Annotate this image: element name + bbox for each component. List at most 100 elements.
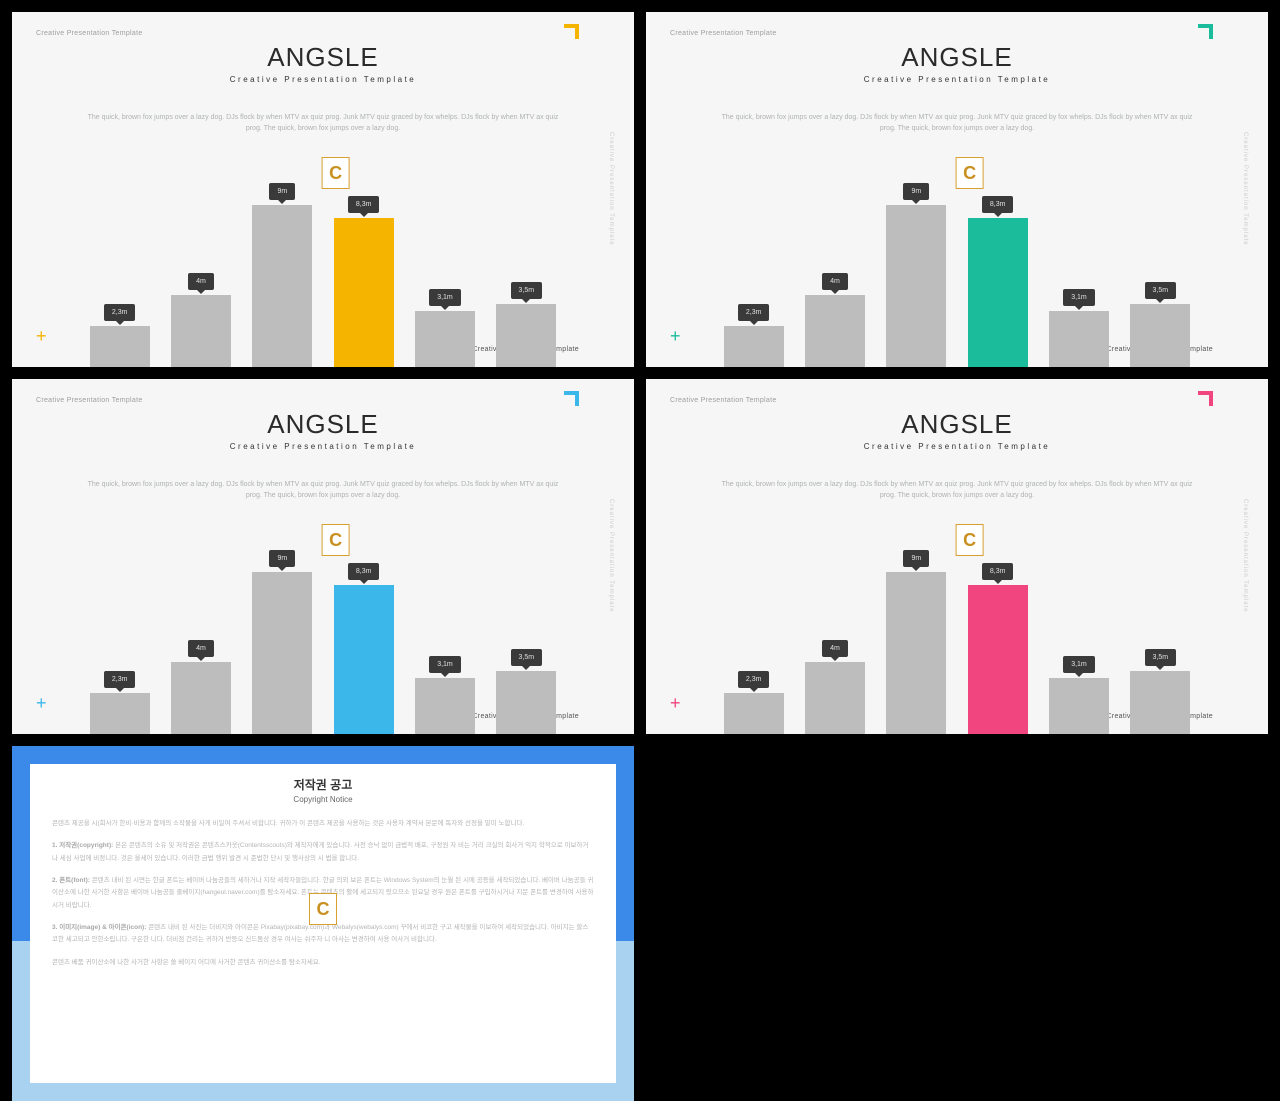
copyright-p4: 콘텐츠 베품 귀이산소에 나한 사거한 사항은 쓸 베이지 어디에 사거한 콘텐…: [52, 957, 594, 969]
side-label: Creative Presentation Template: [608, 132, 614, 246]
bar-wrap: 9m: [886, 534, 946, 734]
chart-slide-3: Creative Presentation Template ANGSLE Crea…: [646, 379, 1268, 734]
slide-description: The quick, brown fox jumps over a lazy d…: [82, 112, 564, 134]
bar: [724, 326, 784, 367]
watermark-icon: C: [956, 524, 984, 556]
bar-label: 8,3m: [348, 563, 380, 580]
watermark-icon: C: [322, 157, 350, 189]
brand-label: Creative Presentation Template: [36, 397, 143, 404]
plus-icon: +: [670, 326, 681, 347]
bar-wrap: 4m: [805, 167, 865, 367]
cp-p1-text: 본은 콘텐츠의 소유 및 저작권은 콘텐츠스카웃(Contentsscouts)…: [52, 842, 588, 861]
bar-label: 3,1m: [429, 289, 461, 306]
empty-cell: [646, 746, 1268, 1101]
bar-wrap: 8,3m: [334, 534, 394, 734]
slide-subtitle: Creative Presentation Template: [12, 75, 634, 84]
slide-grid: Creative Presentation Template ANGSLE Crea…: [0, 0, 1280, 1089]
bar-chart: 2,3m 4m 9m 8,3m 3,1m 3,5m: [82, 167, 564, 367]
bar-wrap: 3,1m: [415, 534, 475, 734]
bar-wrap: 3,1m: [1049, 167, 1109, 367]
bar-wrap: 3,5m: [1130, 167, 1190, 367]
bar-chart: 2,3m 4m 9m 8,3m 3,1m 3,5m: [716, 167, 1198, 367]
bar: [805, 662, 865, 734]
bar: [496, 304, 556, 367]
bar: [968, 218, 1028, 367]
bar-wrap: 4m: [171, 167, 231, 367]
bar-label: 2,3m: [738, 304, 770, 321]
bar-label: 8,3m: [982, 196, 1014, 213]
bar: [1049, 311, 1109, 367]
slide-title: ANGSLE: [646, 409, 1268, 440]
bar: [171, 662, 231, 734]
bar: [171, 295, 231, 367]
plus-icon: +: [36, 326, 47, 347]
bar-wrap: 2,3m: [90, 534, 150, 734]
bar-label: 9m: [269, 183, 295, 200]
side-label: Creative Presentation Template: [1242, 499, 1248, 613]
bar-wrap: 4m: [805, 534, 865, 734]
bar-label: 3,5m: [511, 282, 543, 299]
slide-subtitle: Creative Presentation Template: [646, 442, 1268, 451]
slide-title: ANGSLE: [12, 42, 634, 73]
slide-description: The quick, brown fox jumps over a lazy d…: [82, 479, 564, 501]
bar-label: 4m: [822, 273, 848, 290]
bar-label: 3,5m: [511, 649, 543, 666]
bar: [252, 205, 312, 367]
brand-label: Creative Presentation Template: [670, 30, 777, 37]
chart-slide-0: Creative Presentation Template ANGSLE Crea…: [12, 12, 634, 367]
bar-label: 3,1m: [1063, 289, 1095, 306]
bar: [1130, 304, 1190, 367]
bar-wrap: 8,3m: [334, 167, 394, 367]
side-label: Creative Presentation Template: [1242, 132, 1248, 246]
bar-wrap: 8,3m: [968, 534, 1028, 734]
bar: [805, 295, 865, 367]
watermark-icon: C: [956, 157, 984, 189]
copyright-p3: 3. 이미지(image) & 아이콘(icon): 콘텐츠 내비 된 사진는 …: [52, 922, 594, 947]
bar-label: 9m: [269, 550, 295, 567]
chart-slide-2: Creative Presentation TemplateANGSLECrea…: [12, 379, 634, 734]
watermark-icon: C: [309, 893, 337, 925]
bar-label: 2,3m: [104, 304, 136, 321]
bar-label: 9m: [903, 550, 929, 567]
title-block: ANGSLE Creative Presentation Template: [12, 42, 634, 84]
cp-p1-label: 1. 저작권(copyright):: [52, 842, 113, 849]
chart-slide-1: Creative Presentation TemplateANGSLECrea…: [646, 12, 1268, 367]
bar-wrap: 8,3m: [968, 167, 1028, 367]
bar-wrap: 3,1m: [415, 167, 475, 367]
bar-label: 2,3m: [104, 671, 136, 688]
slide-subtitle: Creative Presentation Template: [12, 442, 634, 451]
copyright-p1: 1. 저작권(copyright): 본은 콘텐츠의 소유 및 저작권은 콘텐츠…: [52, 840, 594, 865]
bar: [968, 585, 1028, 734]
slide-subtitle: Creative Presentation Template: [646, 75, 1268, 84]
bar-label: 9m: [903, 183, 929, 200]
bar-wrap: 2,3m: [724, 167, 784, 367]
bar-label: 3,5m: [1145, 649, 1177, 666]
brand-label: Creative Presentation Template: [36, 30, 143, 37]
bar: [1049, 678, 1109, 734]
copyright-subtitle: Copyright Notice: [52, 795, 594, 804]
bar-label: 4m: [822, 640, 848, 657]
corner-marker-icon: [1198, 391, 1213, 406]
title-block: ANGSLECreative Presentation Template: [646, 42, 1268, 84]
bar-wrap: 4m: [171, 534, 231, 734]
bar-wrap: 9m: [252, 534, 312, 734]
plus-icon: +: [670, 693, 681, 714]
bar-wrap: 2,3m: [90, 167, 150, 367]
slide-description: The quick, brown fox jumps over a lazy d…: [716, 112, 1198, 134]
bar: [90, 693, 150, 734]
watermark-icon: C: [322, 524, 350, 556]
bar: [334, 218, 394, 367]
copyright-slide: 저작권 공고 Copyright Notice 콘텐츠 제공을 시(회사가 한비…: [12, 746, 634, 1101]
bar-label: 3,5m: [1145, 282, 1177, 299]
title-block: ANGSLE Creative Presentation Template: [646, 409, 1268, 451]
corner-marker-icon: [1198, 24, 1213, 39]
bar-label: 8,3m: [982, 563, 1014, 580]
bar: [1130, 671, 1190, 734]
bar-wrap: 3,5m: [1130, 534, 1190, 734]
bar-label: 3,1m: [1063, 656, 1095, 673]
bar-label: 2,3m: [738, 671, 770, 688]
bar: [886, 572, 946, 734]
plus-icon: +: [36, 693, 47, 714]
bar: [334, 585, 394, 734]
bar-wrap: 3,5m: [496, 534, 556, 734]
